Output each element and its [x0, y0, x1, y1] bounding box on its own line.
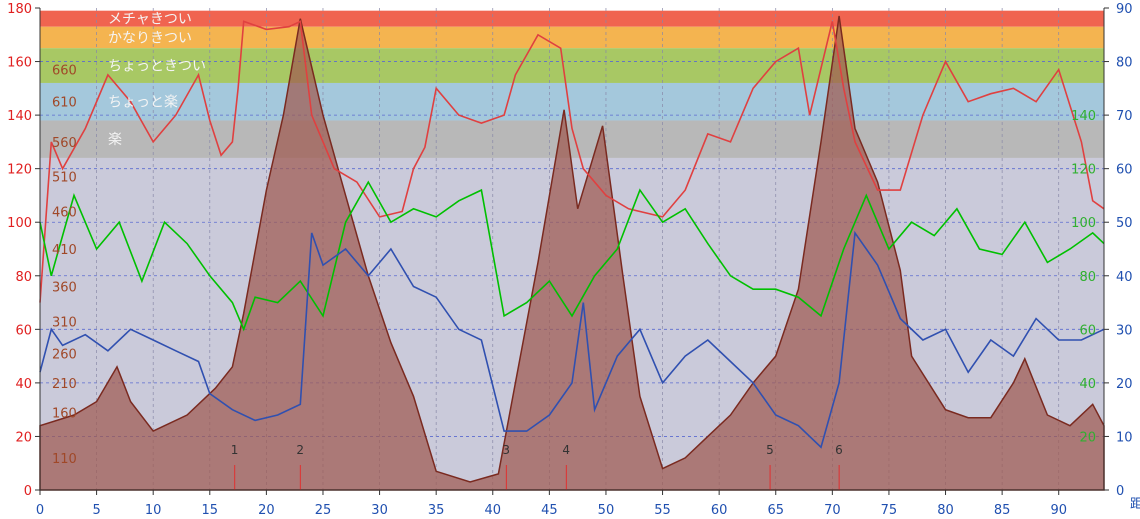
x-axis-unit-label: 距 — [1130, 497, 1140, 512]
left-axis-tick-label: 20 — [15, 430, 32, 445]
lap-marker-label: 1 — [231, 443, 239, 457]
x-axis-tick-label: 15 — [202, 503, 219, 518]
left-axis-tick-label: 180 — [7, 2, 32, 17]
x-axis-tick-label: 50 — [598, 503, 615, 518]
zone-label: 楽 — [108, 132, 122, 148]
green-axis-label: 120 — [1071, 163, 1096, 178]
left-axis-tick-label: 160 — [7, 56, 32, 71]
inner-axis-label: 410 — [52, 243, 77, 258]
x-axis-tick-label: 60 — [711, 503, 728, 518]
right-axis-tick-label: 40 — [1116, 270, 1133, 285]
green-axis-label: 20 — [1079, 430, 1096, 445]
right-axis-tick-label: 90 — [1116, 2, 1133, 17]
lap-markers: 1 2 3 4 5 6 — [231, 443, 843, 490]
series-line — [39, 180, 1105, 332]
left-axis-tick-label: 140 — [7, 109, 32, 124]
inner-axis-label: 560 — [52, 136, 77, 151]
green-axis-label: 80 — [1079, 270, 1096, 285]
zone-label: ちょっときつい — [108, 59, 206, 75]
series-line — [39, 20, 1105, 303]
inner-axis-label: 260 — [52, 347, 77, 362]
left-axis-tick-label: 60 — [15, 323, 32, 338]
right-axis-tick-label: 80 — [1116, 56, 1133, 71]
lap-marker-label: 2 — [296, 443, 304, 457]
left-axis-tick-label: 40 — [15, 377, 32, 392]
inner-axis-label: 360 — [52, 280, 77, 295]
inner-axis-label: 660 — [52, 64, 77, 79]
x-axis-tick-label: 20 — [258, 503, 275, 518]
zone-label: ちょっと楽 — [108, 95, 178, 111]
x-axis-tick-label: 55 — [654, 503, 671, 518]
x-axis-tick-label: 40 — [484, 503, 501, 518]
zone-band — [40, 10, 1104, 27]
zone-label: メチャきつい — [108, 12, 192, 28]
zone-band — [40, 26, 1104, 49]
x-axis-tick-label: 85 — [994, 503, 1011, 518]
inner-axis-label: 110 — [52, 452, 77, 467]
right-axis-tick-label: 20 — [1116, 377, 1133, 392]
left-axis-tick-label: 0 — [24, 484, 32, 499]
right-axis-tick-label: 0 — [1116, 484, 1124, 499]
lap-marker-label: 3 — [502, 443, 510, 457]
x-axis-tick-label: 5 — [92, 503, 100, 518]
left-axis-tick-label: 100 — [7, 216, 32, 231]
inner-axis-label: 160 — [52, 406, 77, 421]
inner-axis-labels: 110 160 210 260 310 360 410 460 510 560 610 660 — [52, 64, 77, 467]
green-axis-label: 100 — [1071, 216, 1096, 231]
lap-marker-label: 4 — [562, 443, 570, 457]
zone-band — [40, 48, 1104, 83]
green-axis-label: 140 — [1071, 109, 1096, 124]
green-axis-label: 40 — [1079, 377, 1096, 392]
series-line — [39, 230, 1105, 449]
right-axis-tick-label: 70 — [1116, 109, 1133, 124]
inner-axis-label: 510 — [52, 171, 77, 186]
x-axis-tick-label: 80 — [937, 503, 954, 518]
inner-axis-label: 460 — [52, 206, 77, 221]
inner-axis-label: 610 — [52, 96, 77, 111]
x-axis-tick-label: 45 — [541, 503, 558, 518]
left-axis-tick-label: 80 — [15, 270, 32, 285]
lap-marker-label: 5 — [766, 443, 774, 457]
green-axis-label: 60 — [1079, 323, 1096, 338]
zone-band — [40, 82, 1104, 121]
x-axis-tick-label: 35 — [428, 503, 445, 518]
x-axis-tick-label: 90 — [1050, 503, 1067, 518]
zone-label: かなりきつい — [108, 30, 192, 46]
left-axis-tick-label: 120 — [7, 163, 32, 178]
inner-axis-label: 210 — [52, 377, 77, 392]
right-axis-tick-label: 10 — [1116, 430, 1133, 445]
x-axis-tick-label: 65 — [767, 503, 784, 518]
x-axis-tick-label: 75 — [881, 503, 898, 518]
inner-axis-label: 310 — [52, 315, 77, 330]
lap-marker-label: 6 — [835, 443, 843, 457]
x-axis-tick-label: 30 — [371, 503, 388, 518]
right-axis-tick-label: 50 — [1116, 216, 1133, 231]
series-area — [39, 15, 1105, 491]
x-axis-tick-label: 70 — [824, 503, 841, 518]
axes: 0204060801001201401601800102030405060708… — [7, 2, 1140, 518]
x-axis-tick-label: 0 — [36, 503, 44, 518]
x-axis-tick-label: 25 — [315, 503, 332, 518]
x-axis-tick-label: 10 — [145, 503, 162, 518]
right-axis-tick-label: 60 — [1116, 163, 1133, 178]
series-layer — [39, 15, 1105, 491]
right-axis-tick-label: 30 — [1116, 323, 1133, 338]
